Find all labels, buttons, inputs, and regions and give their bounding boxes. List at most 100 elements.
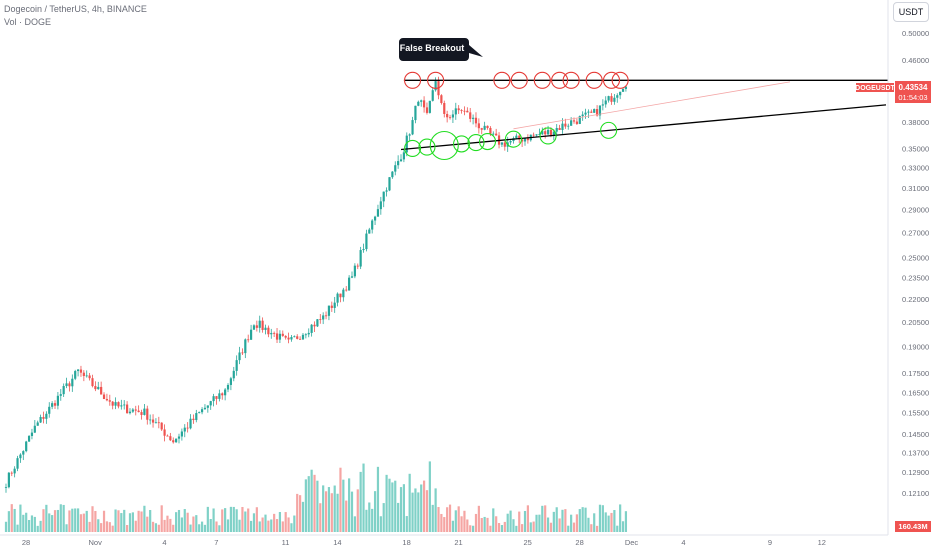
volume-bar [76,508,80,532]
volume-bar [10,504,13,532]
volume-bar [301,501,305,532]
volume-bar [497,523,501,532]
candle-body [474,117,478,124]
resistance-touch-marker [403,71,422,89]
candle-body [535,134,538,136]
candle-body [229,378,232,385]
candle-body [48,406,51,414]
support-touch-marker [504,130,523,148]
volume-bar [359,471,362,532]
candle-body [515,135,518,139]
volume-bar [506,513,509,532]
candle-body [417,101,420,106]
volume-bar [108,522,111,532]
volume-bar [509,510,512,532]
volume-bar [169,518,172,532]
volume-bar [371,508,374,532]
volume-bar [544,505,547,532]
volume-bar [480,518,483,532]
price-tag-value: 0.43534 [899,83,928,92]
volume-bar [448,504,452,532]
candle-body [137,410,140,413]
candle-body [624,86,628,89]
volume-bar [13,508,16,532]
time-axis[interactable]: 28 Nov 4 7 11 14 18 21 25 28 Dec 4 9 12 [0,534,888,547]
volume-bar [247,508,250,532]
candle-body [270,332,273,335]
volume-bar [270,519,273,532]
candle-body [252,325,256,330]
volume-bar [373,491,377,532]
candle-body [434,81,437,91]
volume-bar [376,466,380,532]
volume-bar [379,516,382,532]
volume-bar [590,524,593,532]
volume-bar [512,519,515,532]
candle-body [296,336,299,339]
candle-body [39,416,42,423]
candle-body [166,435,169,437]
volume-bar [578,509,581,532]
candle-body [120,405,123,407]
resistance-touch-marker [533,71,551,89]
volume-title[interactable]: Vol · DOGE [4,17,52,27]
volume-bar [518,511,521,532]
candle-body [376,209,380,217]
price-tick-label: 0.15500 [902,409,929,418]
candle-body [192,418,195,421]
support-touch-marker [418,138,436,156]
volume-bar [183,509,186,532]
candle-body [425,107,429,113]
candle-body [134,409,137,411]
support-touch-marker [539,127,557,145]
candle-body [368,229,371,234]
candle-body [356,265,359,267]
volume-bar [163,519,166,532]
candle-body [431,90,434,101]
candle-body [621,88,625,92]
volume-bar [619,504,622,532]
volume-bar [521,524,524,532]
volume-bar [255,507,258,532]
candle-body [16,458,19,469]
volume-bar [206,506,209,532]
candle-body [601,104,604,106]
candle-body [59,394,62,396]
candle-body [111,401,114,406]
volume-bar [215,521,218,532]
candle-body [469,112,472,119]
volume-bar [85,510,88,532]
time-tick-label: 11 [282,538,290,547]
currency-button[interactable]: USDT [893,2,929,22]
volume-bar [4,521,8,532]
volume-bar [446,507,449,532]
volume-bar [434,488,437,532]
volume-bar [443,517,446,532]
volume-bar [500,525,504,532]
price-tick-label: 0.12100 [902,489,929,498]
volume-bar [581,507,584,532]
volume-bar [552,511,555,532]
volume-bar [466,519,469,532]
candle-body [160,422,163,430]
volume-bar [356,489,359,532]
volume-bar [368,502,371,532]
symbol-title[interactable]: Dogecoin / TetherUS, 4h, BINANCE [4,4,147,14]
candle-body [82,372,85,377]
candle-body [443,103,446,114]
volume-bar [224,508,227,532]
volume-bar [252,513,256,532]
price-axis[interactable]: 0.500000.460000.420000.380000.350000.330… [887,0,929,535]
volume-bar [275,519,279,532]
candle-body [68,383,71,387]
volume-bar [457,506,460,532]
candle-body [371,220,374,230]
volume-bar [621,521,625,532]
candle-body [555,127,558,132]
candle-body [304,334,307,336]
candle-body [570,120,573,126]
volume-bar [350,491,354,532]
volume-bar [235,509,238,532]
volume-bar [411,492,414,532]
